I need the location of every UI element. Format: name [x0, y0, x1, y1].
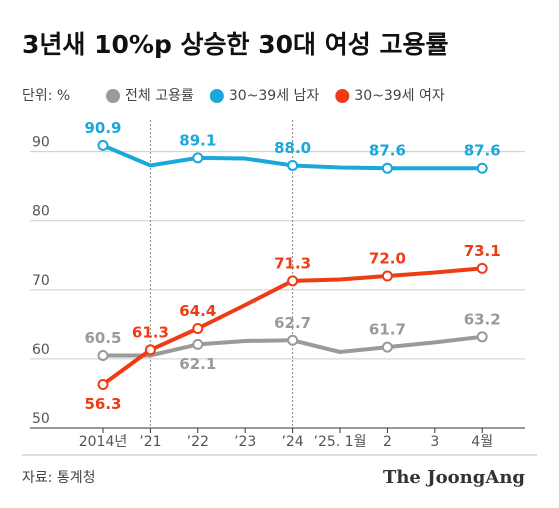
y-tick-label: 70: [32, 273, 50, 289]
data-label: 62.1: [179, 355, 216, 373]
data-label: 64.4: [179, 302, 216, 320]
data-label: 60.5: [84, 329, 121, 347]
x-tick-label: ’23: [234, 434, 256, 450]
data-label: 72.0: [369, 250, 406, 268]
x-tick-label: ’22: [187, 434, 209, 450]
y-tick-label: 60: [32, 342, 50, 358]
point: [381, 341, 393, 353]
data-label: 61.3: [132, 323, 169, 341]
x-tick-label: 4월: [471, 434, 493, 450]
data-label: 71.3: [274, 254, 311, 272]
legend-label: 30~39세 남자: [229, 88, 320, 104]
x-tick-label: 3: [430, 434, 439, 450]
x-tick-label: 2014년: [79, 434, 128, 450]
point: [287, 159, 299, 171]
point: [476, 262, 488, 274]
data-label: 73.1: [464, 242, 501, 260]
point: [192, 152, 204, 164]
legend-swatch: [209, 89, 224, 103]
x-tick-label: ’21: [139, 434, 161, 450]
y-tick-label: 90: [32, 135, 50, 151]
legend-label: 30~39세 여자: [354, 88, 445, 104]
data-label: 87.6: [464, 142, 501, 160]
legend-swatch: [335, 89, 350, 103]
x-tick-label: 2: [383, 434, 392, 450]
y-tick-label: 80: [32, 204, 50, 220]
data-label: 61.7: [369, 321, 406, 339]
data-label: 88.0: [274, 139, 311, 157]
point: [287, 275, 299, 287]
point: [97, 139, 109, 151]
chart-title: 3년새 10%p 상승한 30대 여성 고용률: [22, 30, 448, 59]
y-tick-label: 50: [32, 411, 50, 427]
data-label: 63.2: [464, 310, 501, 328]
legend-label: 전체 고용률: [125, 88, 194, 104]
legend-swatch: [106, 89, 120, 103]
point: [192, 323, 204, 335]
source: 자료: 통계청: [22, 470, 96, 486]
point: [97, 349, 109, 361]
credit: The JoongAng: [383, 467, 525, 488]
data-label: 62.7: [274, 314, 311, 332]
data-label: 87.6: [369, 142, 406, 160]
point: [192, 338, 204, 350]
x-tick-label: ’24: [281, 434, 303, 450]
point: [476, 331, 488, 343]
point: [476, 162, 488, 174]
point: [97, 378, 109, 390]
data-label: 90.9: [84, 119, 121, 137]
unit: 단위: %: [22, 88, 70, 104]
point: [287, 334, 299, 346]
point: [381, 162, 393, 174]
data-label: 89.1: [179, 131, 216, 149]
point: [144, 344, 156, 356]
data-label: 56.3: [84, 395, 121, 413]
point: [381, 270, 393, 282]
x-tick-label: ’25. 1월: [314, 434, 367, 450]
